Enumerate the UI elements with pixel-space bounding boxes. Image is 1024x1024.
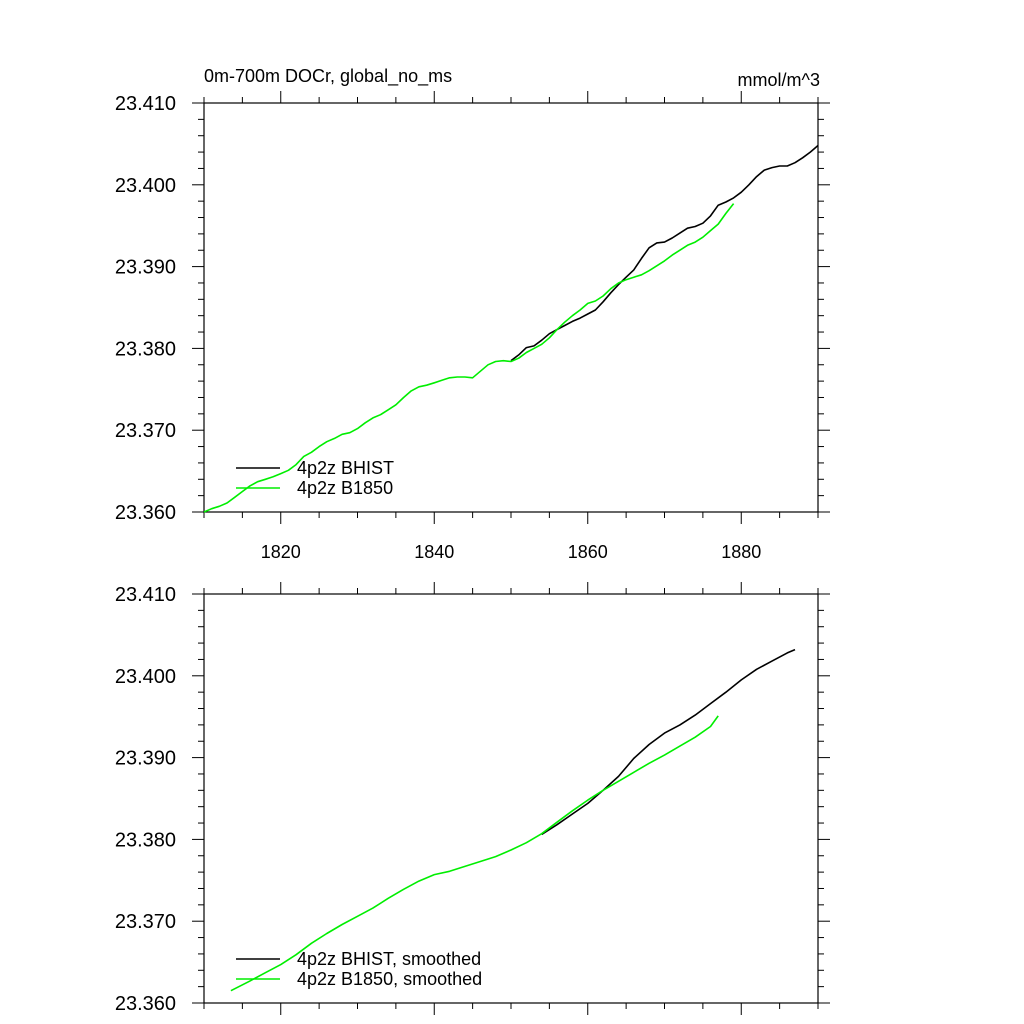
legend-label: 4p2z B1850, smoothed [297,969,482,989]
y-tick-label: 23.360 [115,993,176,1015]
plot-frame [203,593,819,1004]
legend-label: 4p2z B1850 [297,478,393,498]
y-tick-label: 23.410 [115,584,176,606]
legend-label: 4p2z BHIST, smoothed [297,949,481,969]
x-tick-label: 1880 [721,542,761,562]
y-tick-label: 23.360 [115,502,176,524]
y-tick-label: 23.390 [115,748,176,770]
y-tick-label: 23.380 [115,829,176,851]
y-tick-label: 23.400 [115,666,176,688]
x-tick-label: 1860 [568,542,608,562]
y-tick-label: 23.370 [115,420,176,442]
legend-label: 4p2z BHIST [297,458,394,478]
x-tick-label: 1820 [261,542,301,562]
plot-frame [203,102,819,513]
series-line [203,203,735,513]
y-tick-label: 23.400 [115,175,176,197]
series-line [230,715,719,992]
top-panel: 23.360 23.370 23.380 23.390 23.400 23.410 1820… [115,91,830,562]
y-tick-label: 23.370 [115,911,176,933]
series-line [510,144,819,362]
series-line [541,648,796,836]
y-tick-label: 23.390 [115,257,176,279]
x-tick-label: 1840 [414,542,454,562]
bottom-panel: 23.360 23.370 23.380 23.390 23.400 23.410 4p2z… [115,582,830,1015]
y-tick-label: 23.380 [115,338,176,360]
y-tick-label: 23.410 [115,93,176,115]
units-label: mmol/m^3 [738,70,820,90]
chart-title: 0m-700m DOCr, global_no_ms [204,66,452,87]
